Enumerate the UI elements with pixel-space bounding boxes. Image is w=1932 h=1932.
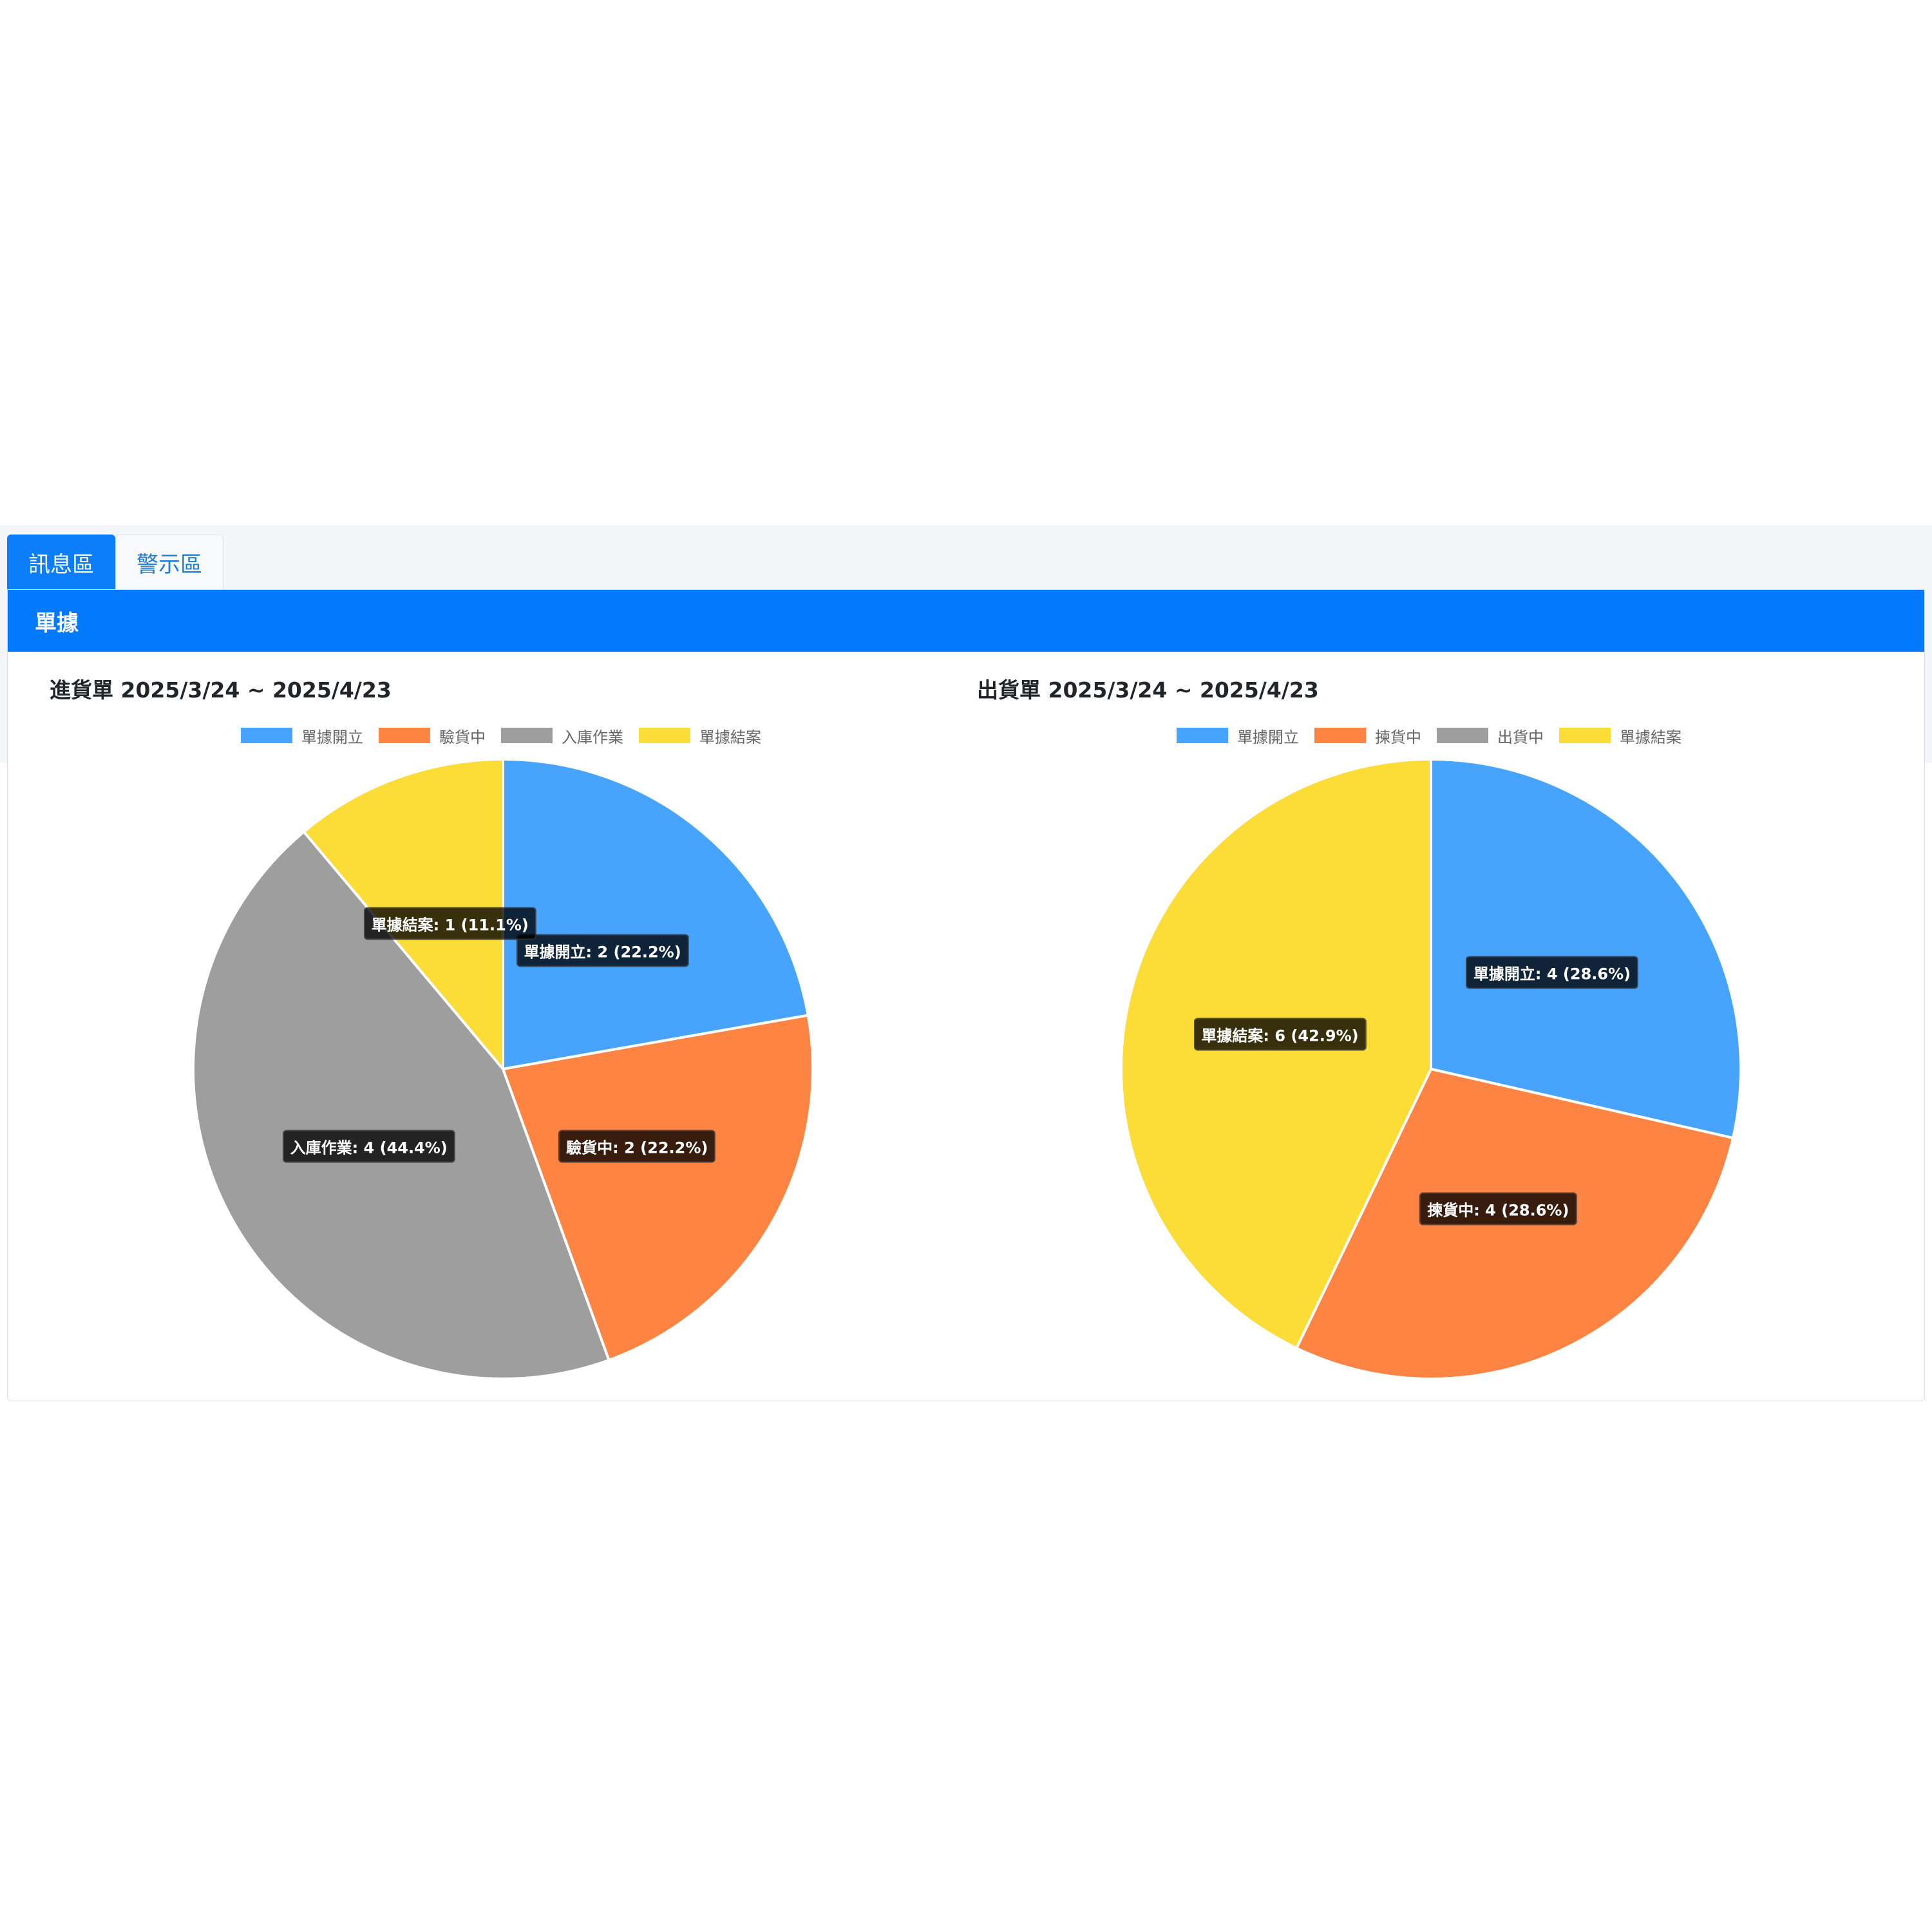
legend-swatch xyxy=(241,728,292,743)
legend-swatch xyxy=(1177,728,1228,743)
legend-item[interactable]: 單據結案 xyxy=(639,724,761,747)
legend-item[interactable]: 入庫作業 xyxy=(501,724,623,747)
legend-item[interactable]: 揀貨中 xyxy=(1314,724,1421,747)
tab-bar: 訊息區 警示區 xyxy=(7,535,223,590)
legend-swatch xyxy=(639,728,690,743)
legend-swatch xyxy=(1559,728,1611,743)
tab-alerts[interactable]: 警示區 xyxy=(115,535,223,590)
legend-label: 驗貨中 xyxy=(439,728,486,746)
legend-swatch xyxy=(501,728,553,743)
legend-label: 單據結案 xyxy=(699,728,761,746)
legend-item[interactable]: 單據開立 xyxy=(1177,724,1299,747)
legend-item[interactable]: 驗貨中 xyxy=(379,724,486,747)
legend-swatch xyxy=(379,728,430,743)
pie-data-label: 驗貨中: 2 (22.2%) xyxy=(558,1130,716,1163)
legend-label: 入庫作業 xyxy=(562,728,623,746)
pie-slice[interactable] xyxy=(501,1014,814,1362)
chart-title-inbound: 進貨單 2025/3/24 ~ 2025/4/23 xyxy=(50,677,392,703)
pie-slice[interactable] xyxy=(192,829,611,1380)
pie-data-label: 單據結案: 6 (42.9%) xyxy=(1193,1018,1367,1051)
pie-data-label: 單據開立: 2 (22.2%) xyxy=(516,934,689,967)
legend-item[interactable]: 出貨中 xyxy=(1437,724,1544,747)
legend-label: 單據開立 xyxy=(301,728,363,746)
legend-inbound: 單據開立 驗貨中 入庫作業 單據結案 xyxy=(241,724,777,747)
legend-label: 單據結案 xyxy=(1620,728,1681,746)
pie-data-label: 單據開立: 4 (28.6%) xyxy=(1465,956,1639,989)
legend-swatch xyxy=(1314,728,1366,743)
legend-label: 出貨中 xyxy=(1497,728,1544,746)
chart-title-outbound: 出貨單 2025/3/24 ~ 2025/4/23 xyxy=(977,677,1319,703)
legend-outbound: 單據開立 揀貨中 出貨中 單據結案 xyxy=(1177,724,1697,747)
pie-slice[interactable] xyxy=(1430,757,1742,1140)
legend-swatch xyxy=(1437,728,1488,743)
legend-label: 單據開立 xyxy=(1237,728,1299,746)
tab-messages[interactable]: 訊息區 xyxy=(7,535,115,590)
pie-slice[interactable] xyxy=(1120,757,1432,1350)
pie-data-label: 單據結案: 1 (11.1%) xyxy=(363,907,536,940)
pie-slice[interactable] xyxy=(502,757,810,1071)
pie-data-label: 入庫作業: 4 (44.4%) xyxy=(282,1130,455,1163)
card-header: 單據 xyxy=(8,590,1924,652)
legend-label: 揀貨中 xyxy=(1375,728,1421,746)
legend-item[interactable]: 單據結案 xyxy=(1559,724,1681,747)
legend-item[interactable]: 單據開立 xyxy=(241,724,363,747)
card-header-title: 單據 xyxy=(35,610,79,636)
pie-data-label: 揀貨中: 4 (28.6%) xyxy=(1419,1192,1577,1226)
